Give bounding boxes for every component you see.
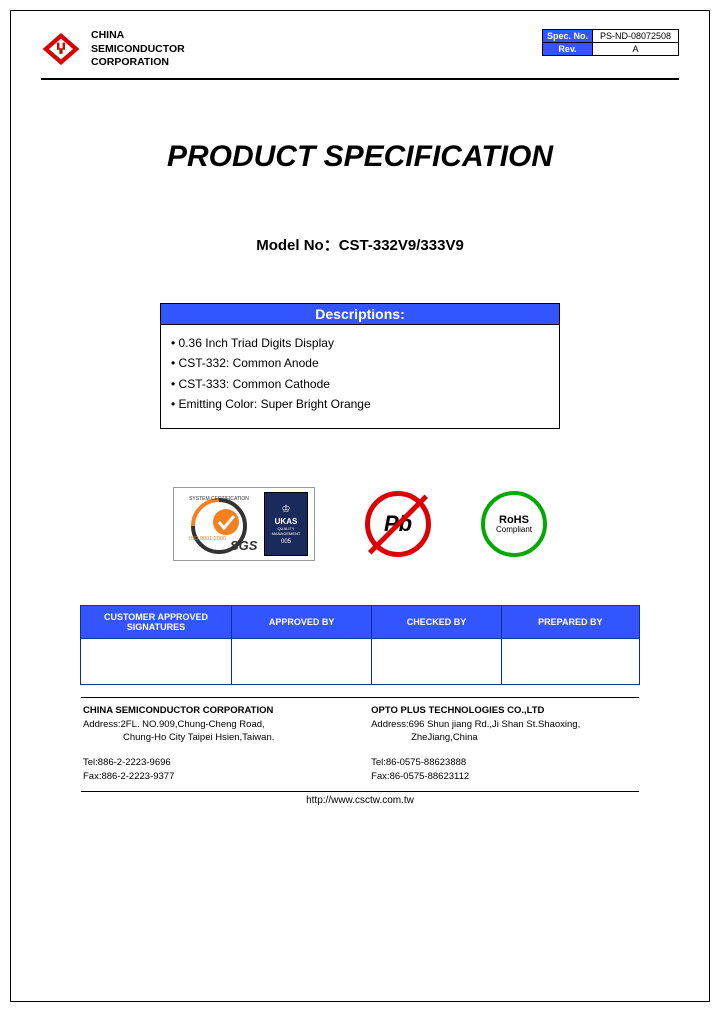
left-addr2: Chung-Ho City Taipei Hsien,Taiwan. [83, 731, 349, 744]
right-addr1: Address:696 Shun jiang Rd.,Ji Shan St.Sh… [371, 718, 637, 731]
footer-left: CHINA SEMICONDUCTOR CORPORATION Address:… [83, 704, 349, 782]
spec-no-label: Spec. No. [542, 30, 592, 43]
model-no: CST-332V9/333V9 [339, 237, 464, 254]
sig-h3: CHECKED BY [372, 606, 501, 639]
rev-label: Rev. [542, 43, 592, 56]
right-company: OPTO PLUS TECHNOLOGIES CO.,LTD [371, 704, 637, 717]
footer-url: http://www.csctw.com.tw [11, 795, 709, 806]
ukas-num: 005 [281, 539, 291, 545]
company-line2: SEMICONDUCTOR [91, 43, 185, 57]
rohs-sub: Compliant [496, 526, 532, 535]
page-title: PRODUCT SPECIFICATION [11, 140, 709, 174]
logo-block: CHINA SEMICONDUCTOR CORPORATION [41, 29, 185, 70]
right-fax: Fax:86-0575-88623112 [371, 770, 637, 783]
badges-row: SYSTEM CERTIFICATION ISO 9001:2000 SGS ♔… [11, 487, 709, 561]
sig-h4: PREPARED BY [501, 606, 639, 639]
rev-value: A [593, 43, 679, 56]
company-line1: CHINA [91, 29, 185, 43]
pb-text: Pb [384, 511, 412, 537]
footer-right: OPTO PLUS TECHNOLOGIES CO.,LTD Address:6… [371, 704, 637, 782]
sig-h1: CUSTOMER APPROVED SIGNATURES [81, 606, 232, 639]
sig-cell [372, 639, 501, 685]
company-line3: CORPORATION [91, 56, 185, 70]
crown-icon: ♔ [282, 504, 291, 515]
left-tel: Tel:886-2-2223-9696 [83, 756, 349, 769]
right-tel: Tel:86-0575-88623888 [371, 756, 637, 769]
ukas-badge: ♔ UKAS QUALITY MANAGEMENT 005 [264, 492, 308, 556]
header-row: CHINA SEMICONDUCTOR CORPORATION Spec. No… [11, 11, 709, 70]
model-label: Model No： [256, 237, 339, 254]
model-line: Model No：CST-332V9/333V9 [11, 234, 709, 255]
spec-table: Spec. No. PS-ND-08072508 Rev. A [542, 29, 679, 56]
descriptions-header: Descriptions: [161, 304, 559, 325]
ukas-name: UKAS [275, 517, 298, 526]
descriptions-box: Descriptions: 0.36 Inch Triad Digits Dis… [160, 303, 560, 430]
sig-h2: APPROVED BY [231, 606, 372, 639]
sig-cell [81, 639, 232, 685]
sig-cell [501, 639, 639, 685]
left-company: CHINA SEMICONDUCTOR CORPORATION [83, 704, 349, 717]
sgs-iso-text: ISO 9001:2000 [189, 536, 226, 542]
sgs-label: SGS [230, 538, 258, 553]
desc-item: Emitting Color: Super Bright Orange [171, 394, 549, 414]
desc-item: 0.36 Inch Triad Digits Display [171, 333, 549, 353]
left-addr1: Address:2FL. NO.909,Chung-Cheng Road, [83, 718, 349, 731]
desc-item: CST-332: Common Anode [171, 353, 549, 373]
company-logo-icon [41, 31, 81, 67]
signature-table: CUSTOMER APPROVED SIGNATURES APPROVED BY… [80, 605, 640, 685]
pb-free-icon: Pb [365, 491, 431, 557]
ukas-sub: QUALITY MANAGEMENT [267, 526, 305, 536]
footer-columns: CHINA SEMICONDUCTOR CORPORATION Address:… [11, 698, 709, 782]
sgs-badge: SYSTEM CERTIFICATION ISO 9001:2000 SGS ♔… [173, 487, 315, 561]
right-addr2: ZheJiang,China [371, 731, 637, 744]
descriptions-body: 0.36 Inch Triad Digits Display CST-332: … [161, 325, 559, 429]
sgs-top-text: SYSTEM CERTIFICATION [189, 496, 249, 502]
header-divider [41, 78, 679, 80]
left-fax: Fax:886-2-2223-9377 [83, 770, 349, 783]
rohs-icon: RoHS Compliant [481, 491, 547, 557]
page: CHINA SEMICONDUCTOR CORPORATION Spec. No… [10, 10, 710, 1002]
footer-divider-bottom [81, 791, 639, 792]
spec-no-value: PS-ND-08072508 [593, 30, 679, 43]
sig-cell [231, 639, 372, 685]
desc-item: CST-333: Common Cathode [171, 374, 549, 394]
